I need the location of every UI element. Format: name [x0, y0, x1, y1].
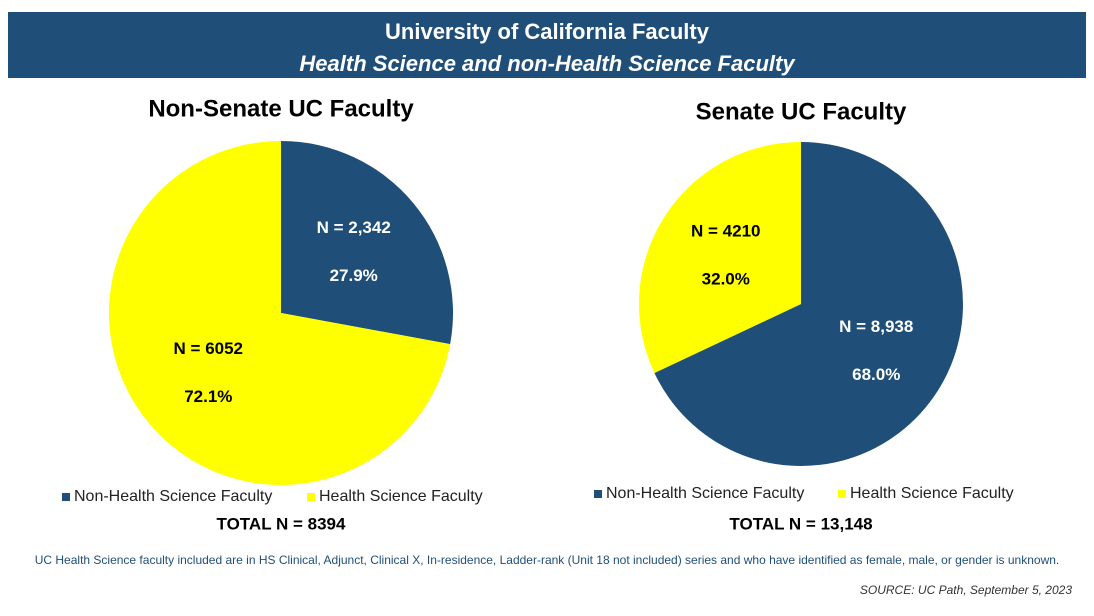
legend-swatch [838, 490, 846, 498]
value-label: 32.0% [702, 270, 750, 289]
pie-slice [639, 142, 801, 373]
header-bar [8, 12, 1086, 78]
header-title: University of California Faculty [385, 19, 710, 44]
count-label: N = 6052 [174, 339, 243, 358]
value-label: 27.9% [330, 266, 378, 285]
value-label: 68.0% [852, 365, 900, 384]
value-label: 72.1% [184, 387, 232, 406]
legend-swatch [62, 493, 70, 501]
count-label: N = 4210 [691, 222, 760, 241]
header-subtitle: Health Science and non-Health Science Fa… [299, 51, 796, 76]
total-label: TOTAL N = 8394 [217, 514, 347, 533]
legend-label: Non-Health Science Faculty [606, 485, 804, 502]
pie-slice [108, 141, 451, 485]
legend-label: Health Science Faculty [850, 485, 1014, 502]
pie-slice [654, 142, 964, 467]
count-label: N = 2,342 [317, 218, 391, 237]
chart-title: Non-Senate UC Faculty [148, 95, 414, 122]
source: SOURCE: UC Path, September 5, 2023 [860, 583, 1072, 597]
footnote: UC Health Science faculty included are i… [35, 553, 1060, 567]
count-label: N = 8,938 [839, 317, 913, 336]
legend-swatch [307, 493, 315, 501]
legend-label: Non-Health Science Faculty [74, 488, 272, 505]
pie-slice [281, 141, 453, 345]
legend-label: Health Science Faculty [319, 488, 483, 505]
total-label: TOTAL N = 13,148 [729, 514, 872, 533]
legend-swatch [594, 490, 602, 498]
chart-title: Senate UC Faculty [696, 98, 907, 125]
